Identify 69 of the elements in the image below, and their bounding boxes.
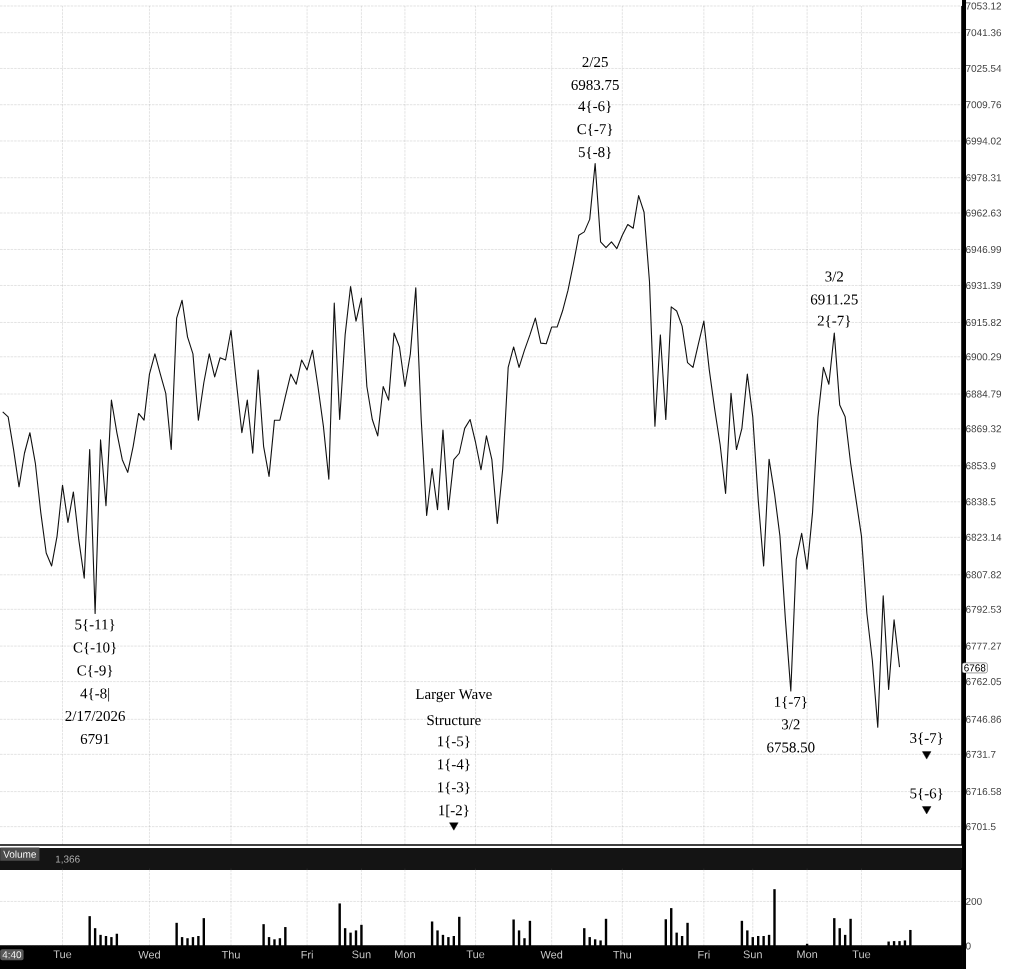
x-tick-label: Thu [613,950,632,959]
annotation: 3{-7} [910,732,943,745]
x-tick-label: Mon [797,950,818,959]
annotation: 1{-3} [438,781,470,795]
annotation: 5{-8} [578,146,611,160]
annotation: C{-10} [73,641,116,655]
x-tick-label: Fri [698,950,710,959]
y-tick-label: 6762.05 [966,678,1002,686]
chart-title: Volume [3,850,36,858]
y-tick-label: 6807.82 [966,571,1002,579]
y-tick-label: 6838.5 [966,498,996,506]
y-tick-label: 6915.82 [966,318,1002,327]
annotation: 4{-6} [578,100,611,114]
y-tick-label: 0 [965,942,971,950]
annotation: 6791 [80,733,110,744]
x-tick-label: Tue [53,950,72,959]
x-tick-label: Thu [221,950,240,959]
y-tick-label: 6869.32 [966,425,1002,433]
annotation: 6911.25 [810,294,858,305]
y-tick-label: 7025.54 [966,64,1002,72]
x-tick-label: Tue [852,950,871,959]
annotation: 1{-4} [438,758,470,772]
text: 1,366 [55,855,80,864]
annotation: 5{-11} [75,618,115,632]
y-tick-label: 6716.58 [966,788,1002,796]
x-tick-label: Sun [743,950,762,959]
x-tick-label: Wed [138,950,160,959]
annotation: 5{-6} [910,787,943,801]
annotation: 4{-8| [80,687,110,702]
y-tick-label: 6746.86 [966,715,1002,723]
annotation: 6758.50 [767,742,815,753]
text: 4:40 [2,951,22,959]
y-tick-label: 7041.36 [966,29,1002,37]
x-tick-label: Sun [352,950,371,959]
y-tick-label: 6946.99 [966,245,1002,254]
y-tick-label: 6978.31 [966,174,1002,182]
annotation: 1{-5} [438,735,470,749]
annotation: 1[-2} [439,804,469,818]
y-tick-label: 6823.14 [966,533,1002,541]
text: 6768 [964,664,986,672]
annotation: C{-7} [577,123,613,137]
y-tick-label: 6777.27 [966,642,1002,650]
annotation: 6983.75 [571,79,619,91]
annotation: Structure [427,715,481,726]
annotation: 2{-7} [817,315,851,328]
x-tick-label: Wed [540,950,563,959]
y-tick-label: 6731.7 [966,750,996,758]
annotation: 2/25 [582,57,608,68]
x-tick-label: Mon [395,950,415,959]
y-tick-label: 6701.5 [966,823,996,831]
x-tick-label: Tue [466,950,485,959]
annotation: 1{-7} [774,696,807,709]
y-tick-label: 6884.79 [966,390,1002,398]
annotation: 3/2 [825,271,844,282]
y-tick-label: 6962.63 [966,209,1002,217]
annotation: C{-9} [77,664,113,678]
y-tick-label: 6900.29 [966,353,1002,361]
x-tick-label: Fri [301,950,313,959]
y-tick-label: 7009.76 [966,101,1002,109]
annotation: 2/17/2026 [65,710,125,722]
y-tick-label: 6853.9 [966,462,996,470]
y-tick-label: 7053.12 [966,2,1002,10]
y-tick-label: 6792.53 [966,605,1002,613]
line-series [2,162,901,728]
y-tick-label: 6931.39 [966,281,1002,290]
y-tick-label: 200 [966,897,982,905]
y-tick-label: 6994.02 [966,137,1002,145]
annotation: Larger Wave [415,689,492,703]
annotation: 3/2 [781,719,800,730]
